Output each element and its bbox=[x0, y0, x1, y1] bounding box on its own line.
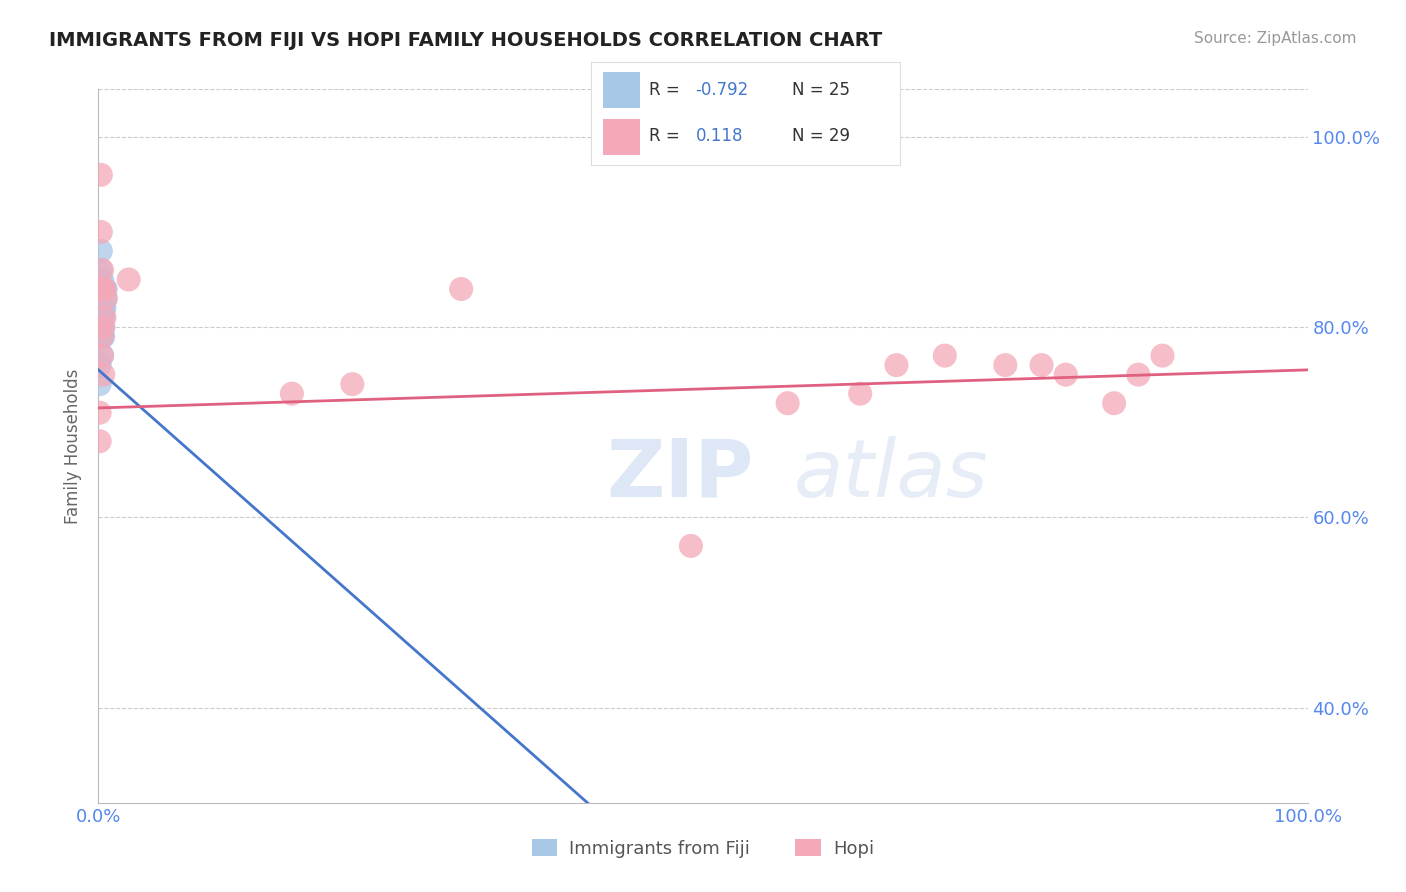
Point bbox=[849, 386, 872, 401]
Point bbox=[89, 434, 111, 449]
Point bbox=[1128, 368, 1150, 382]
Point bbox=[886, 358, 908, 372]
FancyBboxPatch shape bbox=[603, 71, 640, 108]
Text: N = 29: N = 29 bbox=[792, 128, 849, 145]
Point bbox=[934, 349, 956, 363]
Point bbox=[91, 310, 114, 325]
Point bbox=[91, 282, 114, 296]
Point bbox=[450, 282, 472, 296]
Point bbox=[90, 263, 112, 277]
Text: N = 25: N = 25 bbox=[792, 81, 849, 99]
Point bbox=[994, 358, 1017, 372]
Point bbox=[274, 871, 297, 886]
Point bbox=[1031, 358, 1053, 372]
Point bbox=[1054, 368, 1077, 382]
Point bbox=[91, 282, 114, 296]
Point bbox=[91, 329, 114, 343]
Point bbox=[679, 539, 702, 553]
Point bbox=[91, 301, 114, 315]
Point bbox=[91, 349, 114, 363]
Point bbox=[90, 225, 112, 239]
Point bbox=[90, 329, 112, 343]
Point bbox=[90, 320, 112, 334]
Point bbox=[93, 310, 115, 325]
Point bbox=[90, 282, 112, 296]
Point bbox=[91, 320, 114, 334]
Text: 0.118: 0.118 bbox=[696, 128, 744, 145]
Text: atlas: atlas bbox=[793, 435, 988, 514]
Point bbox=[91, 282, 114, 296]
Point bbox=[94, 292, 117, 306]
Point bbox=[91, 301, 114, 315]
Point bbox=[342, 377, 364, 392]
Point bbox=[91, 368, 114, 382]
Text: R =: R = bbox=[650, 81, 681, 99]
Text: -0.792: -0.792 bbox=[696, 81, 749, 99]
Point bbox=[91, 329, 114, 343]
Point bbox=[94, 282, 117, 296]
Point bbox=[89, 406, 111, 420]
Point bbox=[90, 301, 112, 315]
Text: ZIP: ZIP bbox=[606, 435, 754, 514]
Y-axis label: Family Households: Family Households bbox=[65, 368, 83, 524]
Point bbox=[91, 320, 114, 334]
Point bbox=[91, 272, 114, 286]
Point bbox=[281, 386, 304, 401]
Point bbox=[90, 168, 112, 182]
Point bbox=[91, 320, 114, 334]
Point bbox=[93, 282, 115, 296]
Point bbox=[1102, 396, 1125, 410]
Point bbox=[776, 396, 799, 410]
Point bbox=[94, 292, 117, 306]
Point bbox=[91, 263, 114, 277]
Point bbox=[90, 244, 112, 258]
Point bbox=[93, 301, 115, 315]
Legend: Immigrants from Fiji, Hopi: Immigrants from Fiji, Hopi bbox=[524, 832, 882, 865]
Point bbox=[91, 349, 114, 363]
Point bbox=[1152, 349, 1174, 363]
Point bbox=[91, 310, 114, 325]
Point bbox=[93, 282, 115, 296]
FancyBboxPatch shape bbox=[603, 119, 640, 155]
Text: Source: ZipAtlas.com: Source: ZipAtlas.com bbox=[1194, 31, 1357, 46]
Text: R =: R = bbox=[650, 128, 681, 145]
Point bbox=[89, 377, 111, 392]
Text: IMMIGRANTS FROM FIJI VS HOPI FAMILY HOUSEHOLDS CORRELATION CHART: IMMIGRANTS FROM FIJI VS HOPI FAMILY HOUS… bbox=[49, 31, 883, 50]
Point bbox=[89, 358, 111, 372]
Point bbox=[118, 272, 141, 286]
Point bbox=[91, 329, 114, 343]
Point bbox=[91, 282, 114, 296]
